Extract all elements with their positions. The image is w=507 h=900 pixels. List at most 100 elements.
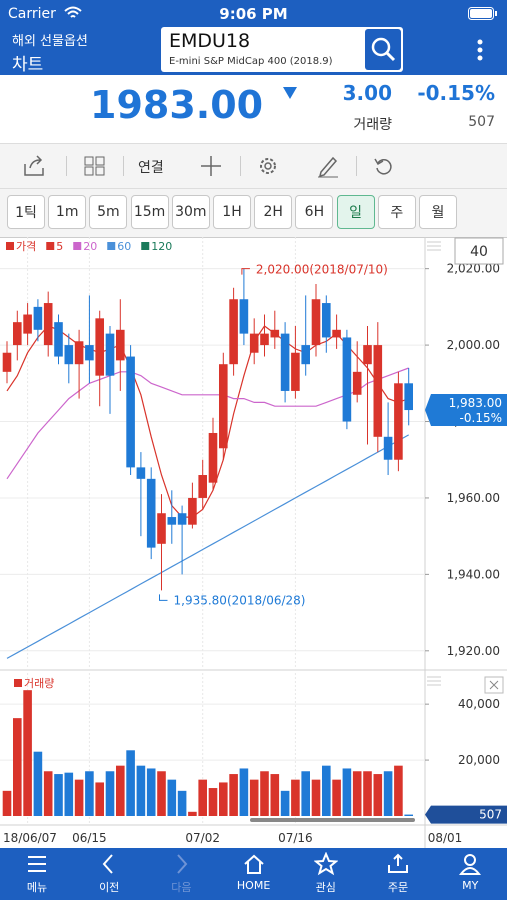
period-box xyxy=(454,237,504,265)
timeframe-button[interactable]: 주 xyxy=(377,195,416,229)
symbol-search[interactable]: EMDU18 E-mini S&P MidCap 400 (2018.9) xyxy=(161,27,403,72)
close-icon xyxy=(489,680,499,690)
candle-body xyxy=(373,345,383,437)
draw-icon[interactable] xyxy=(316,154,340,178)
candle-body xyxy=(291,352,300,391)
timeframe-button[interactable]: 5m xyxy=(89,195,128,229)
last-price-label: 1,983.00 xyxy=(449,396,502,410)
volume-bar xyxy=(270,774,280,816)
y-tick-label: 1,920.00 xyxy=(447,644,500,658)
volume-bar xyxy=(249,779,259,816)
volume-bar xyxy=(229,774,238,816)
legend-swatch xyxy=(73,242,82,250)
timeframe-button[interactable]: 1m xyxy=(48,195,87,229)
candle-body xyxy=(85,345,94,361)
tab-icon xyxy=(313,851,339,876)
volume-bar xyxy=(2,790,12,816)
layout-icon[interactable] xyxy=(84,156,106,176)
timeframe-button[interactable]: 1H xyxy=(213,195,251,229)
change-percent: -0.15% xyxy=(417,81,495,105)
tab-icon xyxy=(459,854,482,875)
tab-icon xyxy=(388,853,408,873)
scrollbar xyxy=(250,818,415,822)
timeframe-bar: 1틱 1m 5m 15m 30m 1H 2H 6H 일 주 월 xyxy=(0,189,507,238)
section-label: 해외 선물옵션 xyxy=(12,34,88,49)
candle-body xyxy=(322,303,331,338)
tab-item[interactable]: HOME xyxy=(218,848,290,900)
candle-body xyxy=(146,478,156,548)
volume-bar xyxy=(126,750,135,816)
tab-item[interactable]: 관심 xyxy=(290,848,362,900)
search-button[interactable] xyxy=(365,29,401,70)
tab-icon xyxy=(102,854,113,874)
candle-body xyxy=(208,432,218,483)
crosshair-icon[interactable] xyxy=(200,155,222,177)
candle-body xyxy=(157,513,166,544)
candle-body xyxy=(270,329,280,338)
tab-icon xyxy=(177,854,188,874)
volume-bar xyxy=(33,751,43,816)
timeframe-button[interactable]: 2H xyxy=(254,195,293,229)
volume-bar xyxy=(394,765,403,816)
legend-label: 가격 xyxy=(16,240,36,253)
last-volume-label: 507 xyxy=(479,808,502,822)
more-menu[interactable] xyxy=(474,38,486,62)
tab-icon xyxy=(28,856,46,872)
candle-body xyxy=(301,345,310,365)
candle-body xyxy=(177,513,187,525)
volume-bar xyxy=(43,771,53,816)
symbol-code: EMDU18 xyxy=(169,30,251,52)
candle-body xyxy=(23,314,32,334)
volume-bar xyxy=(208,788,218,816)
tab-icon xyxy=(243,854,264,874)
candle-body xyxy=(219,364,228,449)
volume-bar xyxy=(146,768,156,816)
tab-item[interactable]: 이전 xyxy=(73,848,145,900)
last-price-tag xyxy=(425,394,507,427)
timeframe-button[interactable]: 30m xyxy=(171,195,210,229)
volume-bar xyxy=(198,779,207,816)
last-volume-tag xyxy=(425,805,507,824)
timeframe-button[interactable]: 15m xyxy=(130,195,169,229)
volume-bar xyxy=(167,779,177,816)
tab-bar: 메뉴 이전 다음 HOME 관심 주문 MY xyxy=(0,848,507,900)
candle-body xyxy=(404,383,413,411)
legend-label: 5 xyxy=(56,240,63,253)
export-icon[interactable] xyxy=(22,154,48,178)
candle-body xyxy=(105,333,115,376)
candle-body xyxy=(363,345,372,365)
candle-body xyxy=(2,352,12,372)
candle-body xyxy=(332,329,341,338)
candle-body xyxy=(383,436,393,460)
candle-body xyxy=(249,333,259,353)
y-tick-label: 2,020.00 xyxy=(447,262,500,276)
timeframe-button[interactable]: 일 xyxy=(336,195,375,229)
volume-bar xyxy=(322,765,331,816)
timeframe-button[interactable]: 6H xyxy=(295,195,334,229)
volume-bar xyxy=(54,774,63,816)
candle-body xyxy=(33,306,43,330)
timeframe-button[interactable]: 월 xyxy=(419,195,457,229)
reset-icon[interactable] xyxy=(373,155,395,177)
candle-body xyxy=(13,322,22,346)
candle-body xyxy=(239,299,249,334)
screen-title: 차트 xyxy=(12,55,44,75)
candle-body xyxy=(64,345,74,365)
settings-icon[interactable] xyxy=(257,155,279,177)
tab-item[interactable]: 다음 xyxy=(145,848,217,900)
last-change-label: -0.15% xyxy=(460,411,502,425)
volume-bar xyxy=(363,771,372,816)
tab-item[interactable]: 메뉴 xyxy=(1,848,73,900)
divider xyxy=(123,156,124,176)
y-tick-label: 40,000 xyxy=(458,697,500,711)
volume-bar xyxy=(64,772,74,816)
candle-body xyxy=(198,475,207,498)
annotation-pointer xyxy=(241,268,250,275)
candle-body xyxy=(136,467,146,479)
volume-bar xyxy=(116,765,125,816)
tab-item[interactable]: MY xyxy=(434,848,506,900)
link-button[interactable]: 연결 xyxy=(138,160,164,176)
volume-bar xyxy=(219,782,228,816)
tab-item[interactable]: 주문 xyxy=(362,848,434,900)
timeframe-button[interactable]: 1틱 xyxy=(7,195,45,229)
